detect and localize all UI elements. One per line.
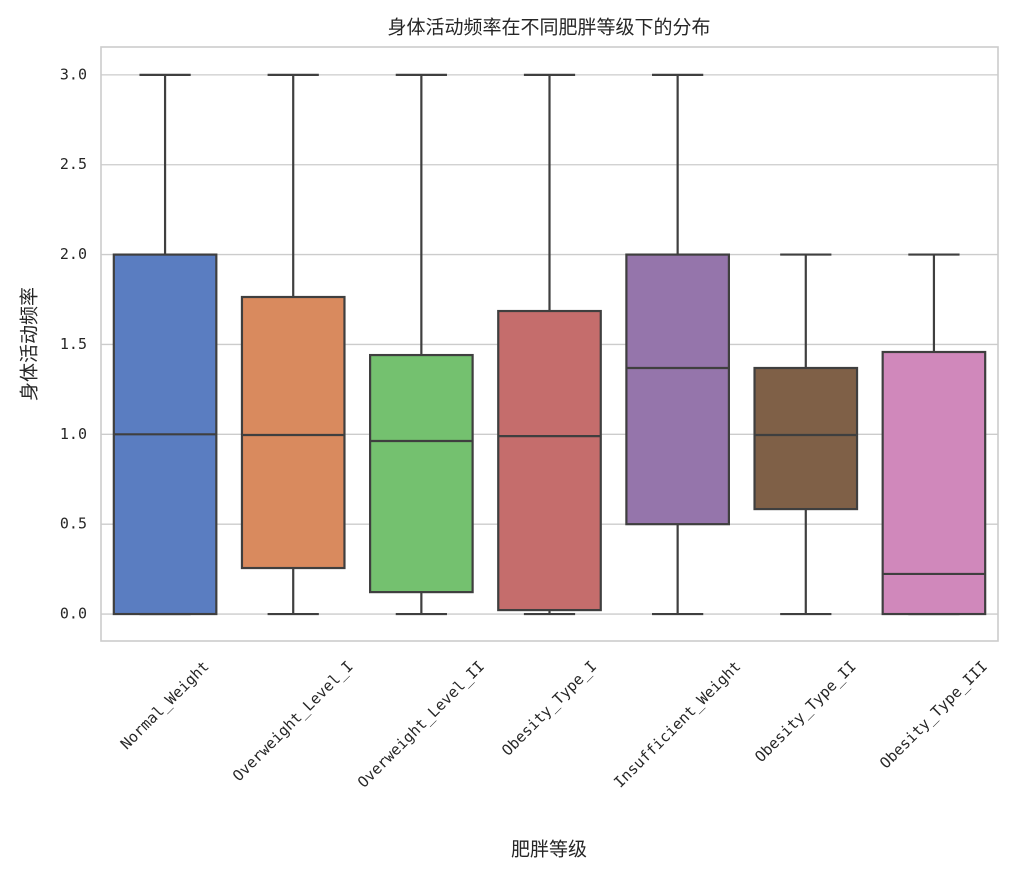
box — [497, 309, 602, 612]
box — [881, 350, 987, 616]
box — [369, 353, 474, 594]
box — [240, 295, 346, 570]
y-axis-label: 身体活动频率 — [19, 287, 41, 401]
y-tick-label: 1.5 — [60, 335, 87, 353]
y-tick-label: 1.0 — [60, 425, 87, 443]
box — [625, 253, 731, 526]
x-axis-label: 肥胖等级 — [511, 839, 587, 861]
y-tick-label: 0.0 — [60, 605, 87, 623]
y-tick-label: 2.0 — [60, 245, 87, 263]
box — [753, 366, 859, 511]
plot-frame — [100, 46, 999, 642]
y-tick-label: 2.5 — [60, 155, 87, 173]
y-tick-label: 0.5 — [60, 515, 87, 533]
y-tick-label: 3.0 — [60, 65, 87, 83]
chart-title: 身体活动频率在不同肥胖等级下的分布 — [387, 17, 710, 39]
